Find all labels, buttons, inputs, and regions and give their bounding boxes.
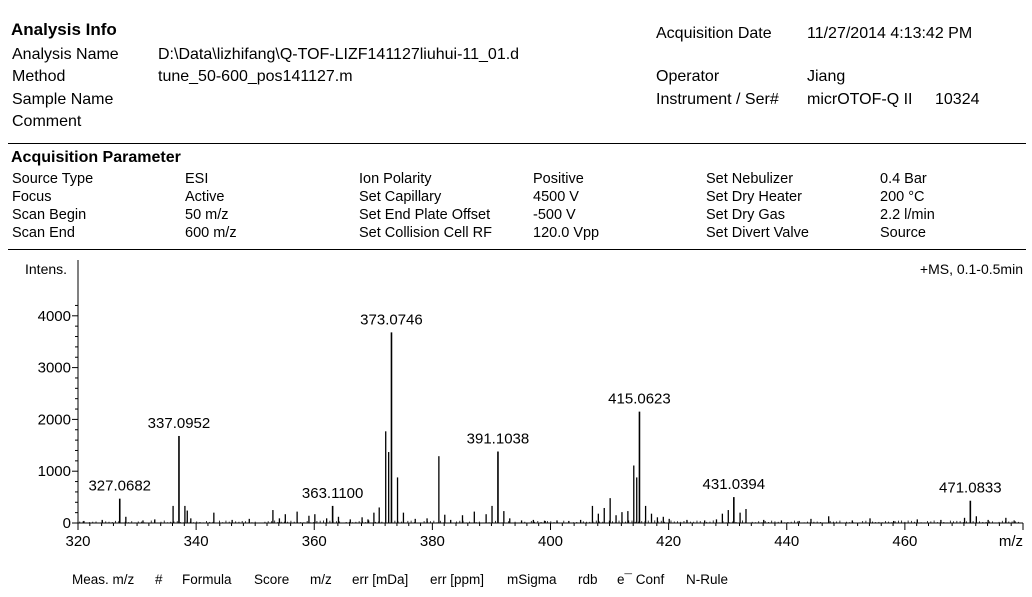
acquisition-date-value: 11/27/2014 4:13:42 PM xyxy=(807,25,973,42)
results-column-header: m/z xyxy=(310,572,332,587)
param-value: Positive xyxy=(533,171,584,187)
param-label: Ion Polarity xyxy=(359,171,432,187)
y-tick-label: 4000 xyxy=(38,308,71,325)
peak-label: 373.0746 xyxy=(360,311,423,328)
param-label: Scan Begin xyxy=(12,207,87,223)
param-label: Focus xyxy=(12,189,52,205)
x-tick-label: 400 xyxy=(538,533,563,550)
param-value: 2.2 l/min xyxy=(880,207,935,223)
trace-label: +MS, 0.1-0.5min xyxy=(920,261,1023,277)
peak-label: 337.0952 xyxy=(148,415,211,432)
results-column-header: rdb xyxy=(578,572,598,587)
param-value: ESI xyxy=(185,171,209,187)
param-label: Set Dry Heater xyxy=(706,189,802,205)
param-value: 0.4 Bar xyxy=(880,171,927,187)
y-axis-label: Intens. xyxy=(25,261,67,277)
peak-label: 327.0682 xyxy=(88,478,151,495)
x-tick-label: 460 xyxy=(892,533,917,550)
results-column-header: # xyxy=(155,572,163,587)
param-label: Source Type xyxy=(12,171,94,187)
results-column-header: Formula xyxy=(182,572,232,587)
instrument-serial: 10324 xyxy=(935,91,980,108)
param-label: Scan End xyxy=(12,225,75,241)
x-axis-label: m/z xyxy=(999,533,1023,550)
param-label: Set Dry Gas xyxy=(706,207,785,223)
param-label: Set Capillary xyxy=(359,189,442,205)
operator-label: Operator xyxy=(656,68,720,85)
instrument-label: Instrument / Ser# xyxy=(656,91,779,108)
x-tick-label: 340 xyxy=(184,533,209,550)
results-column-header: Score xyxy=(254,572,290,587)
peaks xyxy=(79,332,1023,523)
peak-label: 415.0623 xyxy=(608,391,671,408)
param-value: Active xyxy=(185,189,225,205)
peak-label: 363.1100 xyxy=(302,485,363,502)
param-label: Set Divert Valve xyxy=(706,225,809,241)
results-column-header: mSigma xyxy=(507,572,557,587)
method-value: tune_50-600_pos141127.m xyxy=(158,68,353,85)
param-value: 200 °C xyxy=(880,189,925,205)
peak-label: 471.0833 xyxy=(939,480,1002,497)
x-tick-label: 380 xyxy=(420,533,445,550)
peak-labels: 327.0682 337.0952 363.1100 373.0746 391.1038… xyxy=(88,311,1001,502)
y-tick-label: 0 xyxy=(63,515,71,532)
param-value: 4500 V xyxy=(533,189,579,205)
operator-value: Jiang xyxy=(807,68,846,85)
analysis-name-value: D:\Data\lizhifang\Q-TOF-LIZF141127liuhui… xyxy=(158,46,520,63)
param-label: Set Nebulizer xyxy=(706,171,794,187)
param-label: Set Collision Cell RF xyxy=(359,225,492,241)
section-divider xyxy=(8,143,1026,144)
results-column-header: err [ppm] xyxy=(430,572,485,587)
param-value: 600 m/z xyxy=(185,225,237,241)
param-value: -500 V xyxy=(533,207,576,223)
acquisition-date-label: Acquisition Date xyxy=(656,25,772,42)
param-value: 50 m/z xyxy=(185,207,229,223)
instrument-value: micrOTOF-Q II xyxy=(807,91,913,108)
x-tick-label: 320 xyxy=(65,533,90,550)
peak-label: 431.0394 xyxy=(703,476,766,493)
analysis-info-title: Analysis Info xyxy=(11,20,117,39)
x-tick-label: 360 xyxy=(302,533,327,550)
peak-label: 391.1038 xyxy=(467,431,530,448)
x-tick-label: 440 xyxy=(774,533,799,550)
section-divider xyxy=(8,249,1026,250)
results-column-header: err [mDa] xyxy=(352,572,409,587)
mass-spectrum-chart: Intens. +MS, 0.1-0.5min 0 1000 2000 3000 400… xyxy=(25,260,1024,550)
results-column-header: Meas. m/z xyxy=(72,572,135,587)
y-tick-label: 2000 xyxy=(38,411,71,428)
param-label: Set End Plate Offset xyxy=(359,207,491,223)
x-tick-label: 420 xyxy=(656,533,681,550)
analysis-name-label: Analysis Name xyxy=(12,46,119,63)
results-column-header: e¯ Conf xyxy=(617,572,665,587)
y-tick-label: 3000 xyxy=(38,360,71,377)
param-value: Source xyxy=(880,225,926,241)
sample-name-label: Sample Name xyxy=(12,91,114,108)
y-tick-label: 1000 xyxy=(38,463,71,480)
acquisition-parameter-title: Acquisition Parameter xyxy=(11,149,181,166)
comment-label: Comment xyxy=(12,113,82,130)
param-value: 120.0 Vpp xyxy=(533,225,600,241)
method-label: Method xyxy=(12,68,66,85)
results-column-header: N-Rule xyxy=(686,572,729,587)
